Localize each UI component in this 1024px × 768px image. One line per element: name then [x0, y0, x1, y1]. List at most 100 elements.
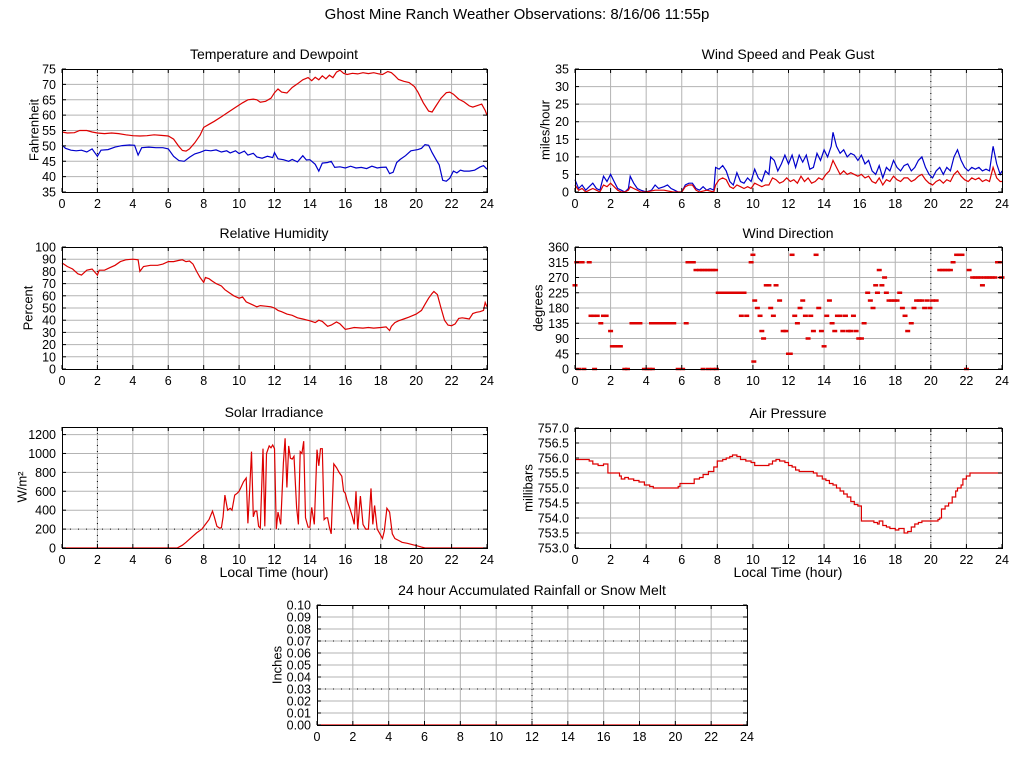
- wind_direction-point: [927, 306, 933, 310]
- x-tick-label: 2: [607, 374, 614, 388]
- wind_direction-point: [757, 314, 763, 318]
- wind_direction-point: [609, 345, 615, 348]
- y-tick-label: 0.00: [287, 719, 311, 733]
- wind_direction-point: [591, 314, 597, 318]
- wind_direction-point: [883, 291, 889, 294]
- x-tick-label: 12: [525, 730, 539, 744]
- y-axis-label-solar: W/m²: [14, 471, 30, 503]
- wind_direction-point: [818, 329, 824, 333]
- wind_direction-point: [637, 322, 643, 325]
- wind_direction-point: [978, 276, 984, 279]
- x-tick-label: 24: [995, 374, 1009, 388]
- wind_direction-point: [805, 337, 811, 340]
- wind_direction-point: [608, 329, 614, 333]
- x-tick-label: 0: [572, 553, 579, 567]
- wind_direction-point: [874, 291, 880, 294]
- x-tick-label: 10: [489, 730, 503, 744]
- wind_direction-point: [744, 314, 750, 318]
- x-tick-label: 8: [714, 374, 721, 388]
- wind_direction-point: [690, 261, 696, 264]
- wind_direction-point: [905, 329, 911, 333]
- wind_direction-point: [984, 276, 990, 279]
- x-tick-label: 8: [200, 197, 207, 211]
- wind_direction-point: [598, 322, 604, 325]
- x-tick-label: 14: [817, 553, 831, 567]
- wind_direction-point: [987, 276, 993, 279]
- wind_direction-point: [850, 314, 856, 318]
- wind_direction-point: [797, 306, 803, 310]
- wind_direction-point: [924, 299, 930, 302]
- wind_direction-point: [945, 268, 951, 272]
- x-tick-label: 0: [59, 553, 66, 567]
- wind_direction-point: [634, 322, 640, 325]
- y-tick-label: 400: [35, 504, 56, 518]
- wind_direction-point: [761, 337, 767, 340]
- x-tick-label: 24: [480, 197, 494, 211]
- wind_direction-point: [588, 314, 594, 318]
- wind_direction-point: [665, 322, 671, 325]
- chart-title-wind-speed: Wind Speed and Peak Gust: [701, 46, 875, 62]
- x-tick-label: 14: [303, 197, 317, 211]
- y-tick-label: 55: [42, 124, 56, 138]
- y-tick-label: 0.04: [287, 671, 311, 685]
- x-tick-label: 2: [94, 553, 101, 567]
- x-tick-label: 8: [200, 374, 207, 388]
- wind_direction-point: [829, 322, 835, 325]
- x-tick-label: 2: [607, 553, 614, 567]
- x-tick-label: 14: [817, 374, 831, 388]
- y-tick-label: 10: [42, 350, 56, 364]
- x-tick-label: 22: [445, 374, 459, 388]
- wind_direction-point: [734, 291, 740, 294]
- y-tick-label: 1200: [28, 428, 56, 442]
- wind_direction-point: [902, 314, 908, 318]
- x-tick-label: 2: [94, 374, 101, 388]
- y-tick-label: 753.5: [538, 527, 569, 541]
- wind_direction-point: [654, 322, 660, 325]
- x-tick-label: 6: [165, 553, 172, 567]
- wind_direction-point: [937, 268, 943, 272]
- y-tick-label: 60: [42, 289, 56, 303]
- wind_direction-point: [848, 329, 854, 333]
- wind_direction-point: [908, 322, 914, 325]
- y-tick-label: 100: [35, 241, 56, 255]
- wind_direction-point: [777, 299, 783, 302]
- x-tick-label: 2: [349, 730, 356, 744]
- y-tick-label: 315: [548, 256, 569, 270]
- wind_direction-point: [922, 306, 928, 310]
- wind_direction-point: [702, 268, 708, 272]
- x-tick-label: 10: [746, 553, 760, 567]
- x-tick-label: 10: [232, 197, 246, 211]
- y-tick-label: 20: [42, 338, 56, 352]
- chart-title-wind-direction: Wind Direction: [742, 225, 834, 241]
- wind_direction-point: [911, 306, 917, 310]
- x-tick-label: 4: [643, 553, 650, 567]
- wind_direction-point: [715, 291, 721, 294]
- x-tick-label: 6: [165, 374, 172, 388]
- y-tick-label: 45: [555, 347, 569, 361]
- y-tick-label: 0.03: [287, 683, 311, 697]
- x-tick-label: 4: [129, 374, 136, 388]
- wind_direction-point: [824, 314, 830, 318]
- y-tick-label: 0: [49, 363, 56, 377]
- y-axis-label-rainfall: Inches: [269, 645, 285, 685]
- wind_direction-point: [879, 284, 885, 287]
- wind_direction-point: [617, 345, 623, 348]
- dewpoint-series-line: [61, 143, 488, 182]
- wind_direction-point: [729, 291, 735, 294]
- y-tick-label: 80: [42, 265, 56, 279]
- y-axis-label-temperature: Fahrenheit: [26, 98, 42, 162]
- x-tick-label: 12: [782, 374, 796, 388]
- y-tick-label: 270: [548, 271, 569, 285]
- x-tick-label: 16: [597, 730, 611, 744]
- x-tick-label: 22: [445, 197, 459, 211]
- wind_direction-point: [576, 261, 582, 264]
- x-tick-label: 0: [59, 374, 66, 388]
- wind_direction-point: [663, 322, 669, 325]
- chart-title-rainfall: 24 hour Accumulated Rainfall or Snow Mel…: [398, 582, 666, 598]
- air_pressure-series-line: [575, 454, 1002, 534]
- wind_direction-point: [800, 299, 806, 302]
- x-tick-label: 0: [59, 197, 66, 211]
- x-tick-label: 14: [561, 730, 575, 744]
- x-tick-label: 18: [633, 730, 647, 744]
- x-tick-label: 6: [421, 730, 428, 744]
